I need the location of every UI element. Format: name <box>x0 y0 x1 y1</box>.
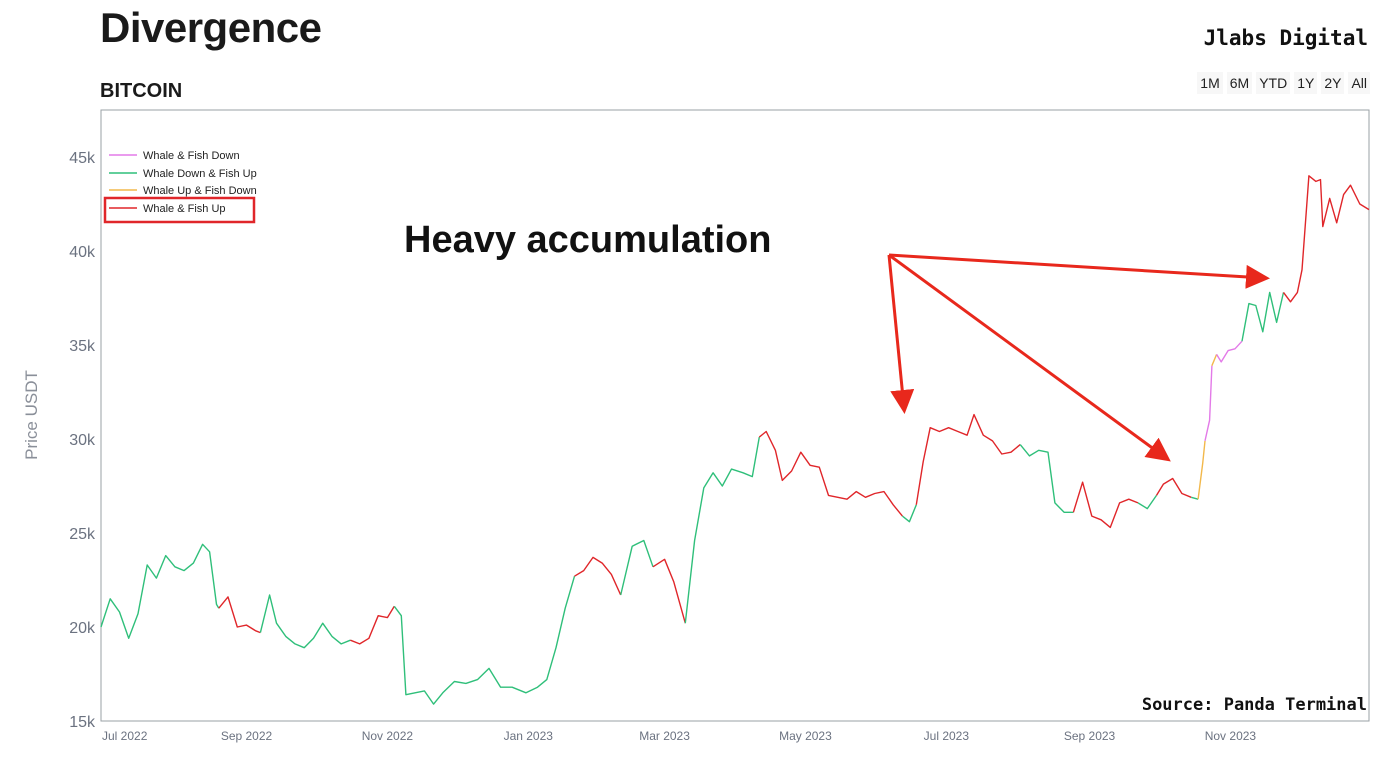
series-segment-whale-fish-up <box>915 413 1021 505</box>
y-tick-label: 30k <box>69 432 96 449</box>
x-tick-label: Jul 2022 <box>102 729 148 743</box>
series-segment-whale-down-fish-up <box>1019 444 1074 513</box>
range-button-2y[interactable]: 2Y <box>1321 72 1345 94</box>
series-segment-whale-fish-down <box>1216 340 1243 363</box>
source-label: Source: Panda Terminal <box>1142 695 1367 715</box>
annotation-arrows <box>887 253 1270 462</box>
series-segment-whale-down-fish-up <box>1137 494 1158 510</box>
series-segment-whale-down-fish-up <box>620 539 654 596</box>
series-segment-whale-down-fish-up <box>259 594 351 649</box>
legend-label-whale-up-fish-down[interactable]: Whale Up & Fish Down <box>143 185 257 197</box>
series-segment-whale-down-fish-up <box>684 436 760 624</box>
range-button-all[interactable]: All <box>1348 72 1370 94</box>
x-tick-label: Sep 2023 <box>1064 729 1116 743</box>
y-tick-label: 20k <box>69 620 96 637</box>
legend-highlight-box <box>103 196 256 224</box>
x-tick-label: Sep 2022 <box>221 729 273 743</box>
range-button-1y[interactable]: 1Y <box>1294 72 1318 94</box>
y-tick-label: 40k <box>69 244 96 261</box>
legend-label-whale-down-fish-up[interactable]: Whale Down & Fish Up <box>143 168 257 180</box>
x-tick-label: Nov 2023 <box>1205 729 1257 743</box>
range-button-ytd[interactable]: YTD <box>1256 72 1291 94</box>
x-tick-label: Nov 2022 <box>362 729 414 743</box>
series-segment-whale-fish-up <box>1155 477 1192 498</box>
annotation-heavy-accumulation: Heavy accumulation <box>404 219 771 261</box>
y-tick-label: 25k <box>69 526 96 543</box>
legend: Whale & Fish Down Whale Down & Fish Up W… <box>103 150 257 224</box>
series-segment-whale-fish-up <box>652 558 686 624</box>
series-segment-whale-fish-up <box>574 556 622 596</box>
y-tick-label: 45k <box>69 150 96 167</box>
page-title: Divergence <box>100 4 322 51</box>
series-segment-whale-fish-up <box>1282 175 1370 303</box>
y-axis: 15k 20k 25k 30k 35k 40k 45k <box>69 150 96 731</box>
arrow-to-sept-low <box>888 253 1171 462</box>
series-segment-whale-down-fish-up <box>1191 496 1199 500</box>
series-segment-whale-fish-up <box>758 430 903 517</box>
asset-subtitle: BITCOIN <box>100 80 183 102</box>
series-segment-whale-fish-up <box>218 596 261 634</box>
series-segment-whale-up-fish-down <box>1211 354 1218 366</box>
series-segment-whale-down-fish-up <box>901 504 917 523</box>
range-selector: 1M 6M YTD 1Y 2Y All <box>1197 72 1370 94</box>
plot-area <box>100 109 1370 722</box>
arrow-to-may-june-dip <box>887 254 915 414</box>
y-axis-label: Price USDT <box>22 370 41 460</box>
y-tick-label: 15k <box>69 714 96 731</box>
series-segment-whale-fish-up <box>1072 481 1139 529</box>
legend-label-whale-fish-up[interactable]: Whale & Fish Up <box>143 203 226 215</box>
series-segment-whale-down-fish-up <box>1241 291 1285 342</box>
range-button-1m[interactable]: 1M <box>1197 72 1223 94</box>
brand-label: Jlabs Digital <box>1203 26 1368 50</box>
series-segment-whale-fish-down <box>1204 365 1213 442</box>
arrow-to-dec-rally <box>888 253 1270 289</box>
series-segment-whale-down-fish-up <box>393 576 576 705</box>
x-tick-label: May 2023 <box>779 729 832 743</box>
x-tick-label: Mar 2023 <box>639 729 690 743</box>
series-segment-whale-down-fish-up <box>100 543 220 639</box>
y-tick-label: 35k <box>69 338 96 355</box>
legend-label-whale-fish-down[interactable]: Whale & Fish Down <box>143 150 240 162</box>
x-tick-label: Jan 2023 <box>504 729 554 743</box>
range-button-6m[interactable]: 6M <box>1226 72 1253 94</box>
price-series <box>100 175 1370 705</box>
series-segment-whale-fish-up <box>350 605 395 645</box>
series-segment-whale-up-fish-down <box>1197 440 1206 500</box>
x-axis: Jul 2022 Sep 2022 Nov 2022 Jan 2023 Mar 2023… <box>102 729 1256 743</box>
x-tick-label: Jul 2023 <box>924 729 970 743</box>
